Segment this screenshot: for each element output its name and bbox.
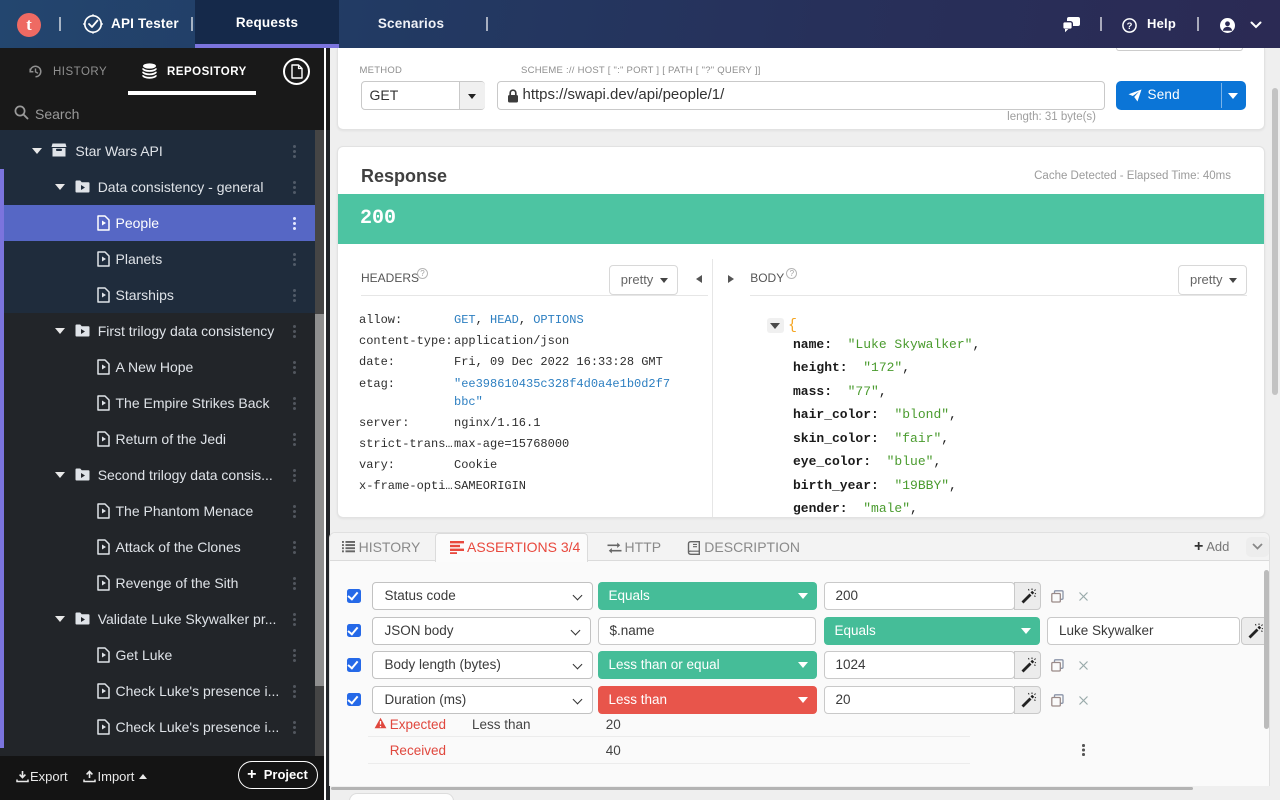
svg-text:?: ? xyxy=(1127,21,1133,32)
